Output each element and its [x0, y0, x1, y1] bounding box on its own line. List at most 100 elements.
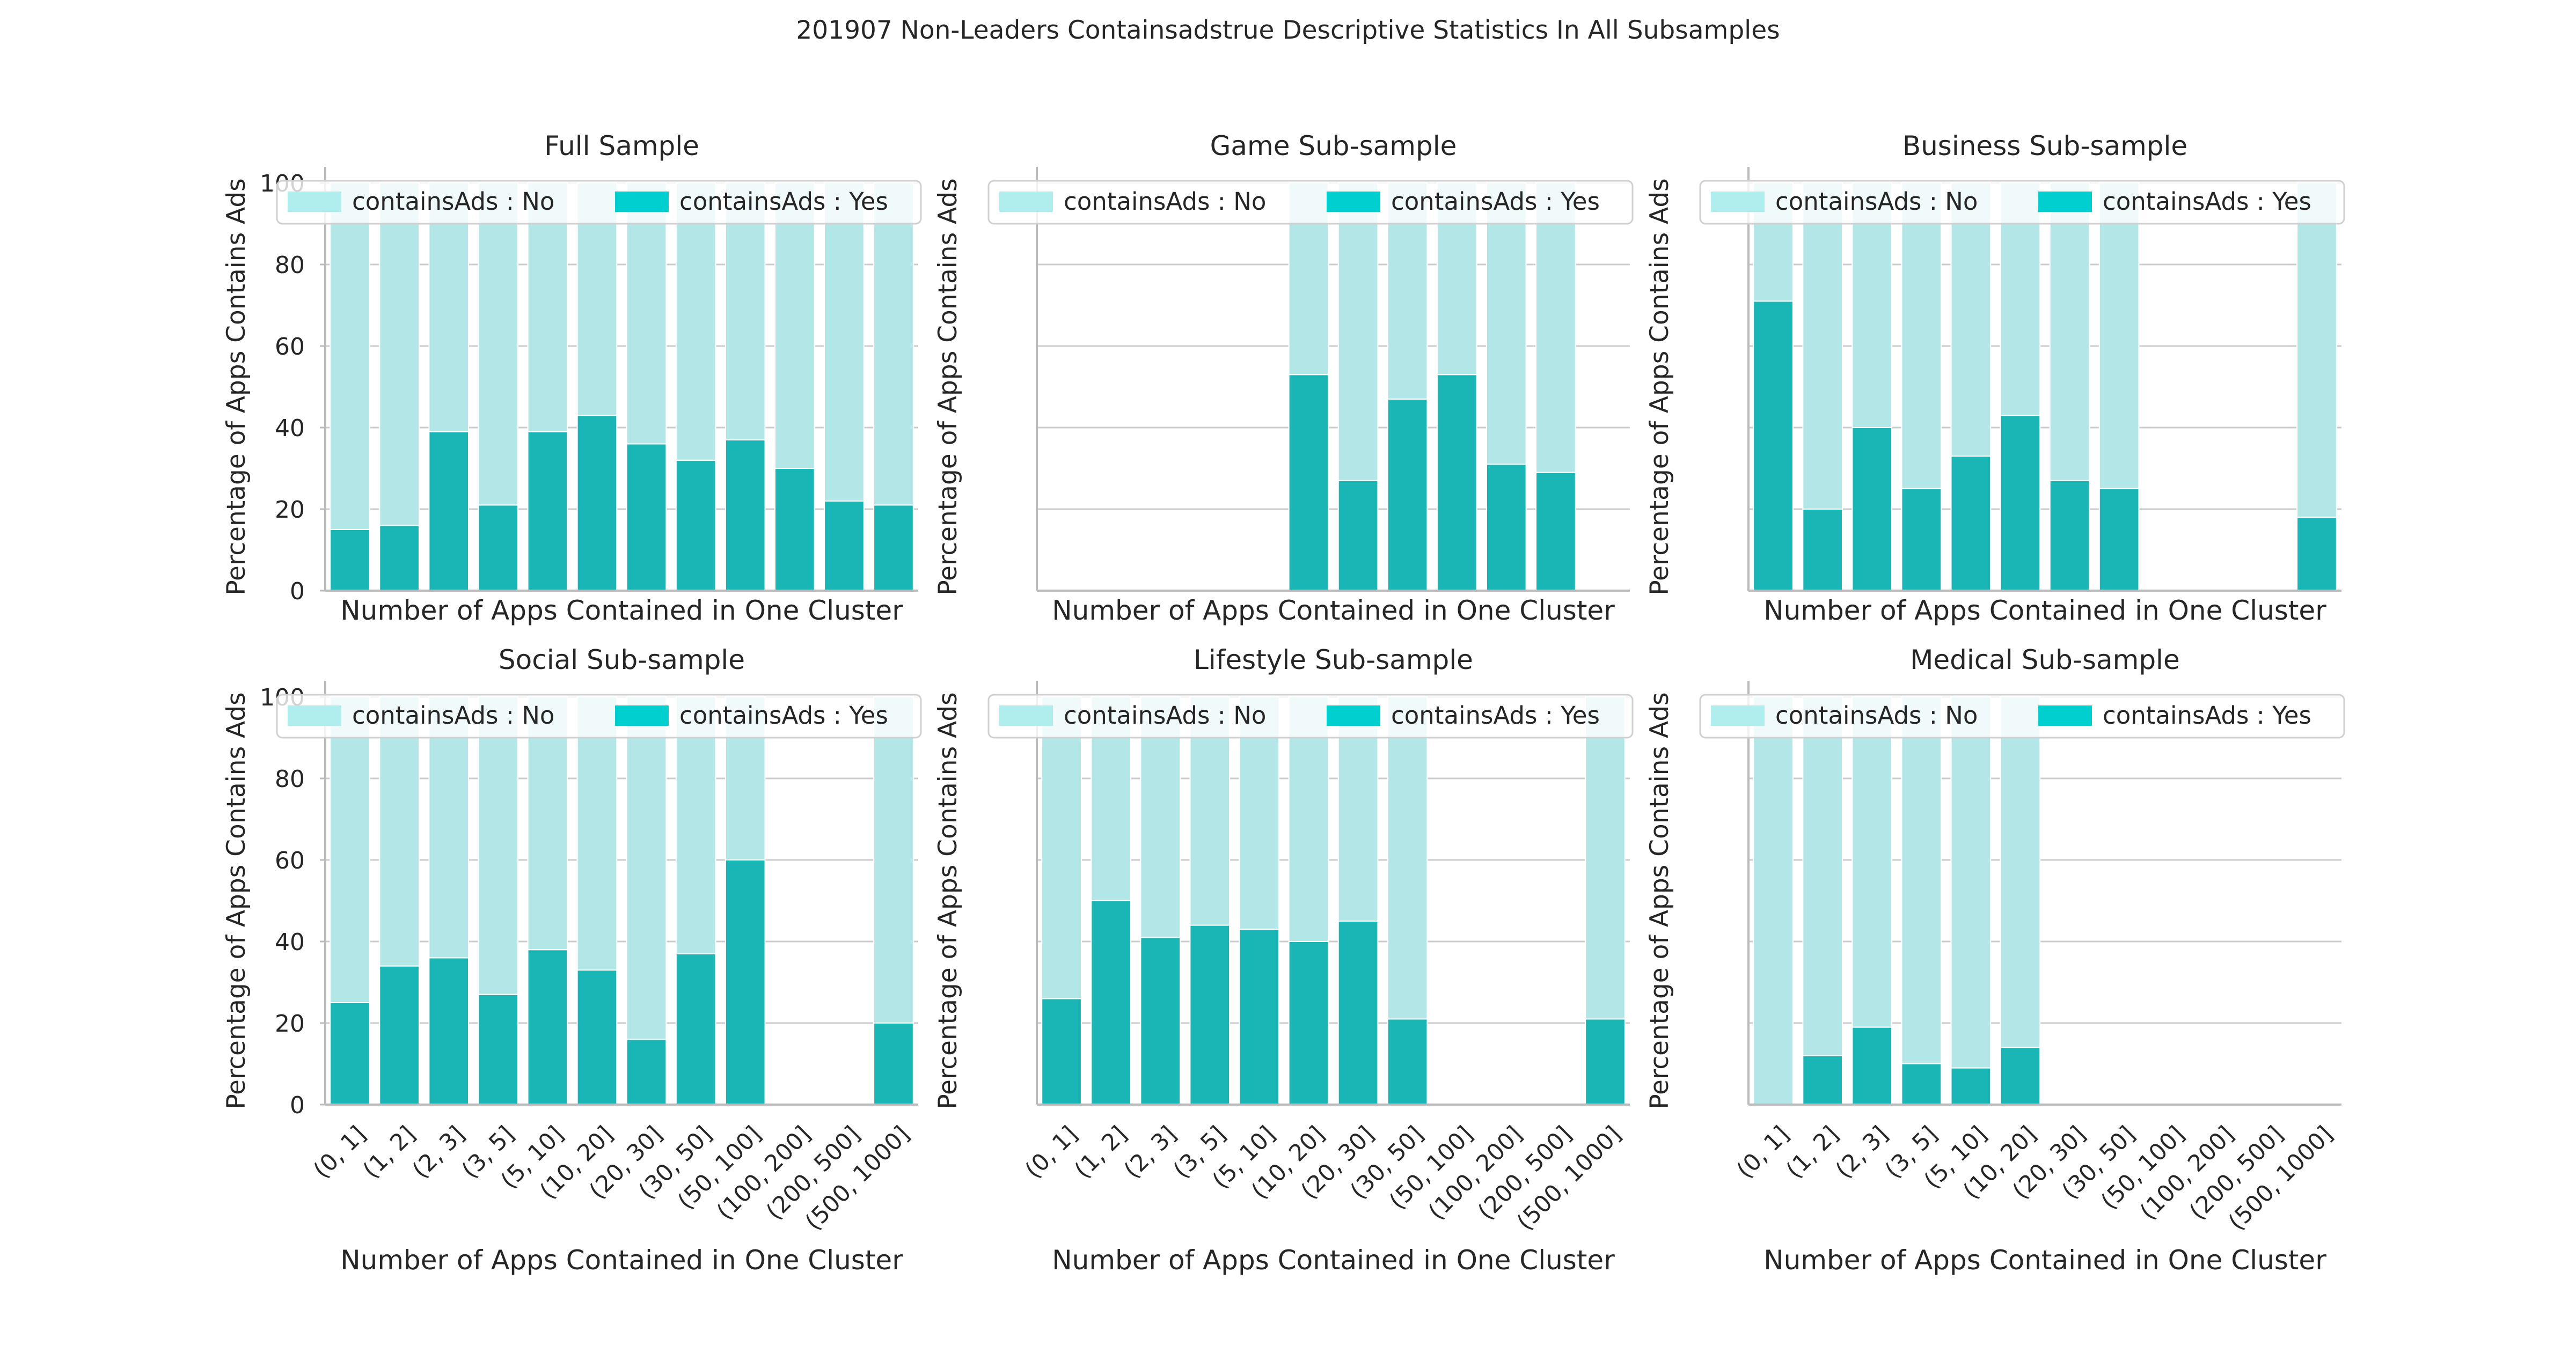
- bar-contains-ads-yes: [330, 529, 370, 591]
- legend-box: [1699, 180, 2345, 225]
- bar-contains-ads-yes: [2098, 488, 2140, 591]
- x-tick-label: (0, 1]: [1020, 1121, 1083, 1183]
- bar-contains-ads-no: [1041, 696, 1082, 999]
- x-axis-label: Number of Apps Contained in One Cluster: [1052, 1245, 1615, 1276]
- y-tick-label: 60: [275, 847, 305, 874]
- legend: containsAds : No containsAds : Yes: [987, 694, 1634, 739]
- bar-contains-ads-no: [428, 696, 470, 959]
- figure-title: 201907 Non-Leaders Containsadstrue Descr…: [796, 16, 1780, 45]
- bar-contains-ads-no: [1802, 696, 1843, 1056]
- x-tick-label: (2, 3]: [407, 1121, 470, 1183]
- legend-label-yes: containsAds : Yes: [1391, 701, 1600, 730]
- y-tick-label: 20: [275, 1010, 305, 1038]
- subplot-title: Full Sample: [544, 130, 699, 161]
- bar-contains-ads-yes: [1239, 929, 1280, 1105]
- bar-contains-ads-yes: [576, 969, 618, 1105]
- x-tick-label: (1, 2]: [1070, 1121, 1132, 1183]
- legend-swatch-yes: [2038, 705, 2092, 726]
- legend-label-yes: containsAds : Yes: [1391, 187, 1600, 216]
- x-tick-label: (2, 3]: [1831, 1121, 1893, 1183]
- y-axis-label: Percentage of Apps Contains Ads: [933, 178, 963, 595]
- bar-contains-ads-yes: [1802, 509, 1843, 591]
- y-axis-label: Percentage of Apps Contains Ads: [933, 692, 963, 1109]
- bar-contains-ads-yes: [1485, 464, 1527, 592]
- bar-contains-ads-yes: [1585, 1018, 1626, 1106]
- bar-contains-ads-yes: [1387, 1018, 1428, 1106]
- bar-contains-ads-yes: [428, 431, 470, 591]
- bar-contains-ads-yes: [1189, 924, 1231, 1105]
- bar-contains-ads-yes: [379, 965, 420, 1105]
- bar-contains-ads-no: [379, 696, 420, 967]
- bar-contains-ads-yes: [2049, 480, 2090, 591]
- bar-contains-ads-yes: [428, 957, 470, 1106]
- bar-contains-ads-no: [1851, 696, 1893, 1028]
- x-axis-label: Number of Apps Contained in One Cluster: [340, 1245, 903, 1276]
- legend-label-yes: containsAds : Yes: [679, 187, 888, 216]
- x-axis-label: Number of Apps Contained in One Cluster: [1052, 595, 1615, 626]
- bar-contains-ads-yes: [1288, 941, 1329, 1105]
- y-axis-label: Percentage of Apps Contains Ads: [222, 692, 251, 1109]
- bar-contains-ads-yes: [576, 415, 618, 591]
- bar-contains-ads-yes: [1387, 398, 1428, 591]
- legend-box: [276, 694, 922, 739]
- bar-contains-ads-yes: [2000, 415, 2041, 591]
- y-tick-label: 0: [290, 1092, 305, 1119]
- legend-label-yes: containsAds : Yes: [2103, 187, 2311, 216]
- legend-swatch-no: [288, 705, 341, 726]
- bar-contains-ads-no: [1337, 182, 1379, 481]
- bar-contains-ads-no: [1950, 182, 1992, 457]
- bar-contains-ads-yes: [626, 1039, 667, 1106]
- bar-contains-ads-yes: [873, 504, 914, 592]
- bar-contains-ads-yes: [1950, 455, 1992, 592]
- y-tick-label: 80: [275, 252, 305, 279]
- bar-contains-ads-no: [2049, 182, 2090, 481]
- bar-contains-ads-yes: [1950, 1067, 1992, 1105]
- bar-contains-ads-yes: [626, 443, 667, 592]
- legend: containsAds : No containsAds : Yes: [276, 180, 922, 225]
- bar-contains-ads-no: [824, 182, 865, 502]
- x-tick-label: (1, 2]: [1781, 1121, 1844, 1183]
- bar-contains-ads-no: [2098, 182, 2140, 489]
- bar-contains-ads-yes: [379, 525, 420, 592]
- bar-contains-ads-no: [1901, 696, 1942, 1064]
- subplot-title: Social Sub-sample: [499, 644, 745, 675]
- bar-contains-ads-no: [675, 696, 716, 954]
- legend-box: [1699, 694, 2345, 739]
- x-axis-label: Number of Apps Contained in One Cluster: [1763, 1245, 2326, 1276]
- bar-contains-ads-no: [675, 182, 716, 461]
- legend: containsAds : No containsAds : Yes: [276, 694, 922, 739]
- bar-contains-ads-no: [1753, 696, 1794, 1105]
- y-tick-label: 80: [275, 766, 305, 793]
- bar-contains-ads-yes: [1337, 921, 1379, 1105]
- y-tick-label: 20: [275, 496, 305, 524]
- y-axis-label: Percentage of Apps Contains Ads: [1645, 692, 1674, 1109]
- bar-contains-ads-no: [379, 182, 420, 526]
- bar-contains-ads-yes: [724, 439, 766, 591]
- bar-contains-ads-no: [774, 182, 815, 469]
- bar-contains-ads-yes: [527, 431, 568, 591]
- bar-contains-ads-no: [1802, 182, 1843, 510]
- subplot-6: Medical Sub-sample Percentage of Apps Con…: [1645, 644, 2345, 1276]
- legend-label-no: containsAds : No: [352, 701, 554, 730]
- legend-swatch-yes: [1327, 192, 1380, 212]
- x-tick-label: (0, 1]: [1732, 1121, 1795, 1183]
- legend-label-no: containsAds : No: [1064, 187, 1266, 216]
- bar-contains-ads-no: [1387, 696, 1428, 1020]
- legend-label-yes: containsAds : Yes: [679, 701, 888, 730]
- subplot-3: Business Sub-sample Percentage of Apps Co…: [1645, 130, 2345, 626]
- bar-contains-ads-yes: [1337, 480, 1379, 591]
- x-tick-label: (2, 3]: [1119, 1121, 1182, 1183]
- bar-contains-ads-yes: [1288, 374, 1329, 591]
- legend: containsAds : No containsAds : Yes: [1699, 180, 2345, 225]
- subplot-title: Medical Sub-sample: [1910, 644, 2179, 675]
- bar-contains-ads-no: [1585, 696, 1626, 1020]
- bar-contains-ads-no: [527, 696, 568, 951]
- bar-contains-ads-yes: [1753, 300, 1794, 591]
- bar-contains-ads-yes: [824, 500, 865, 591]
- legend-swatch-yes: [1327, 705, 1380, 726]
- legend: containsAds : No containsAds : Yes: [987, 180, 1634, 225]
- bar-contains-ads-no: [2000, 696, 2041, 1048]
- y-axis-label: Percentage of Apps Contains Ads: [1645, 178, 1674, 595]
- x-tick-label: (1, 2]: [358, 1121, 421, 1183]
- bar-contains-ads-no: [330, 182, 370, 530]
